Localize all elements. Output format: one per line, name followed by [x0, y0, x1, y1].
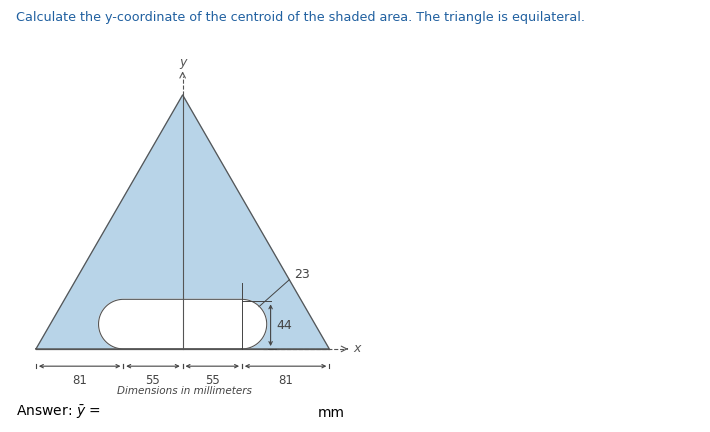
Text: i: i: [132, 404, 136, 419]
Text: 44: 44: [276, 319, 292, 332]
Text: mm: mm: [318, 406, 345, 419]
Text: Calculate the y-coordinate of the centroid of the shaded area. The triangle is e: Calculate the y-coordinate of the centro…: [16, 11, 584, 24]
Text: x: x: [353, 343, 361, 356]
Text: 81: 81: [72, 374, 87, 387]
Text: Dimensions in millimeters: Dimensions in millimeters: [116, 386, 251, 396]
Text: Answer: $\bar{y}$ =: Answer: $\bar{y}$ =: [16, 403, 101, 422]
Text: 55: 55: [205, 374, 219, 387]
Text: 55: 55: [146, 374, 160, 387]
Text: 23: 23: [294, 268, 310, 281]
Polygon shape: [99, 299, 267, 349]
Polygon shape: [36, 95, 329, 349]
Text: 81: 81: [278, 374, 293, 387]
Text: y: y: [179, 56, 186, 69]
